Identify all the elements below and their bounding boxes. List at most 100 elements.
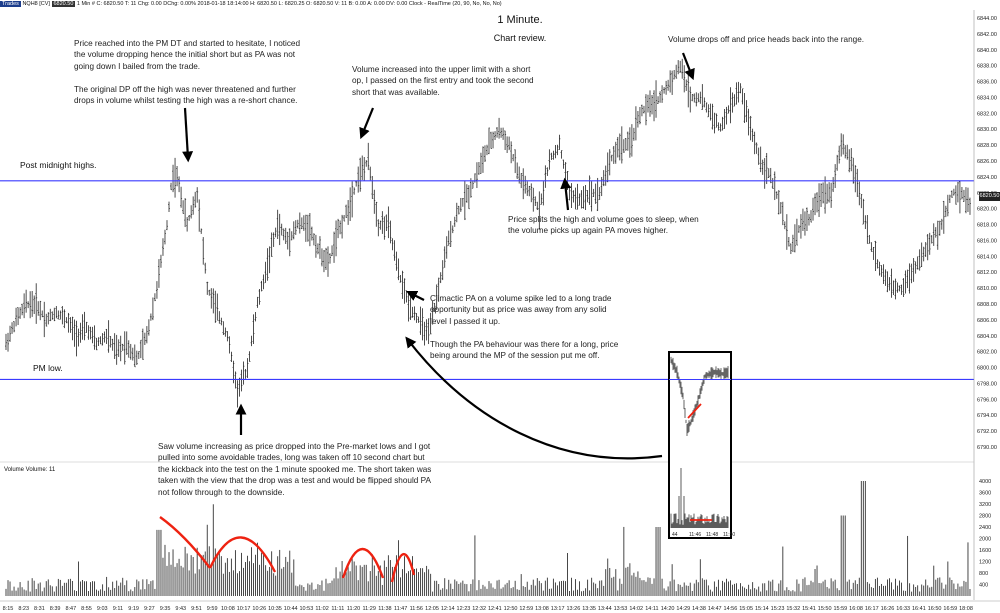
y-tick-label: 6794.00 <box>977 413 997 419</box>
x-tick-label: 13:17 <box>551 606 565 612</box>
annotation-line: Volume increased into the upper limit wi… <box>352 65 531 74</box>
annotation-line: Climactic PA on a volume spike led to a … <box>430 294 612 303</box>
x-tick-label: 8:47 <box>65 606 76 612</box>
volume-tick-label: 4000 <box>979 479 991 485</box>
x-tick-label: 10:44 <box>284 606 298 612</box>
x-tick-label: 10:35 <box>268 606 282 612</box>
annotation-line: the volume dropping hence the initial sh… <box>74 50 296 60</box>
x-tick-label: 11:29 <box>363 606 376 612</box>
annotation-line <box>74 72 300 83</box>
x-tick-label: 9:51 <box>191 606 202 612</box>
x-tick-label: 13:44 <box>598 606 612 612</box>
level-lines <box>0 180 974 381</box>
annotation-line: the kickback into the test on the 1 minu… <box>158 464 432 474</box>
x-tick-label: 11:56 <box>410 606 423 612</box>
x-tick-label: 9:27 <box>144 606 155 612</box>
y-tick-label: 6834.00 <box>977 95 997 101</box>
x-tick-label: 16:59 <box>943 606 957 612</box>
x-tick-label: 10:53 <box>300 606 314 612</box>
y-tick-label: 6836.00 <box>977 80 997 86</box>
annotation-overlay: 44 11:46 11:48 11:50 <box>159 52 735 583</box>
arrow-climactic <box>406 291 425 301</box>
red-volume-curve <box>208 536 277 573</box>
price-chip: 6820.50 <box>51 1 76 7</box>
x-tick-label: 16:08 <box>849 606 863 612</box>
volume-tick-label: 2000 <box>979 537 991 543</box>
x-tick-label: 12:32 <box>472 606 486 612</box>
x-tick-label: 11:47 <box>394 606 407 612</box>
volume-tick-label: 3600 <box>979 491 991 497</box>
volume-tick-label: 1200 <box>979 560 991 566</box>
annotation-line: going down I bailed from the trade. <box>74 61 201 71</box>
x-tick-label: 12:59 <box>519 606 533 612</box>
y-tick-label: 6816.00 <box>977 238 997 244</box>
y-tick-label: 6830.00 <box>977 127 997 133</box>
x-tick-label: 16:26 <box>881 606 895 612</box>
chart-subtitle: Chart review. <box>493 33 547 43</box>
x-tick-label: 14:38 <box>692 606 706 612</box>
arrow-volume-drop <box>681 52 695 81</box>
annotation-line: pulled into some avoidable trades, long … <box>158 453 425 463</box>
annotation-line: The original DP off the high was never t… <box>74 84 296 94</box>
x-tick-label: 14:20 <box>661 606 675 612</box>
y-tick-label: 6838.00 <box>977 64 997 70</box>
annotation-price-splits: Price splits the high and volume goes to… <box>508 214 699 237</box>
annotation-line: Saw volume increasing as price dropped i… <box>158 442 431 451</box>
price-bars <box>5 58 971 408</box>
x-tick-label: 15:59 <box>833 606 847 612</box>
annotation-line: opportunity but as price was away from a… <box>430 305 607 315</box>
x-tick-label: 16:41 <box>912 606 926 612</box>
level-label-low: PM low. <box>33 363 63 373</box>
level-label-high: Post midnight highs. <box>20 160 97 170</box>
x-tick-label: 8:39 <box>50 606 61 612</box>
y-tick-label: 6818.00 <box>977 223 997 229</box>
x-tick-label: 9:19 <box>128 606 139 612</box>
y-tick-label: 6824.00 <box>977 175 997 181</box>
annotation-line: op, I passed on the first entry and took… <box>352 76 534 86</box>
volume-tick-label: 3200 <box>979 502 991 508</box>
annotation-climactic-pa: Climactic PA on a volume spike led to a … <box>430 293 618 361</box>
y-tick-label: 6798.00 <box>977 381 997 387</box>
annotation-line: short that was available. <box>352 87 440 97</box>
y-tick-label: 6808.00 <box>977 302 997 308</box>
x-tick-label: 11:38 <box>378 606 391 612</box>
annotation-line: Price reached into the PM DT and started… <box>74 39 301 48</box>
x-tick-label: 15:05 <box>739 606 753 612</box>
annotation-line <box>430 327 618 338</box>
inset-x-label: 44 <box>672 532 678 538</box>
annotation-line: drops in volume whilst testing the high … <box>74 96 298 106</box>
y-tick-label: 6802.00 <box>977 350 997 356</box>
y-tick-label: 6800.00 <box>977 366 997 372</box>
instrument-label: NQH8 [CV] <box>22 1 50 7</box>
x-tick-label: 18:08 <box>959 606 973 612</box>
annotation-line: taken with the view that the drop was a … <box>158 476 431 486</box>
volume-tick-label: 2400 <box>979 525 991 531</box>
annotation-line: the volume picks up again PA moves highe… <box>508 226 669 236</box>
x-tick-label: 8:31 <box>34 606 45 612</box>
x-tick-label: 16:50 <box>928 606 942 612</box>
red-volume-curve <box>159 516 211 569</box>
x-tick-label: 12:23 <box>457 606 471 612</box>
red-volume-curve <box>390 552 416 583</box>
volume-axis: 4000 3600 3200 2800 2400 2000 1600 1200 800 400 <box>0 461 991 589</box>
x-tick-label: 14:02 <box>629 606 643 612</box>
header-info: 1 Min # C: 6820.50 T: 11 Chg: 0.00 DChg:… <box>76 1 502 7</box>
x-tick-label: 15:14 <box>755 606 769 612</box>
x-tick-label: 15:23 <box>771 606 785 612</box>
last-price-tag: 6820.50 <box>979 192 1000 201</box>
x-tick-label: 15:50 <box>818 606 832 612</box>
annotation-upper-limit: Volume increased into the upper limit wi… <box>352 64 534 98</box>
x-tick-label: 10:08 <box>221 606 235 612</box>
x-tick-label: 9:43 <box>175 606 186 612</box>
x-tick-label: 10:17 <box>237 606 251 612</box>
x-tick-label: 8:23 <box>18 606 29 612</box>
volume-tick-label: 1600 <box>979 548 991 554</box>
inset-x-label: 11:50 <box>723 532 735 538</box>
y-tick-label: 6792.00 <box>977 429 997 435</box>
x-tick-label: 15:32 <box>786 606 800 612</box>
y-tick-label: 6790.00 <box>977 445 997 451</box>
y-tick-label: 6796.00 <box>977 397 997 403</box>
x-tick-label: 12:14 <box>441 606 455 612</box>
curved-arrow-to-inset <box>405 336 663 460</box>
y-tick-label: 6812.00 <box>977 270 997 276</box>
